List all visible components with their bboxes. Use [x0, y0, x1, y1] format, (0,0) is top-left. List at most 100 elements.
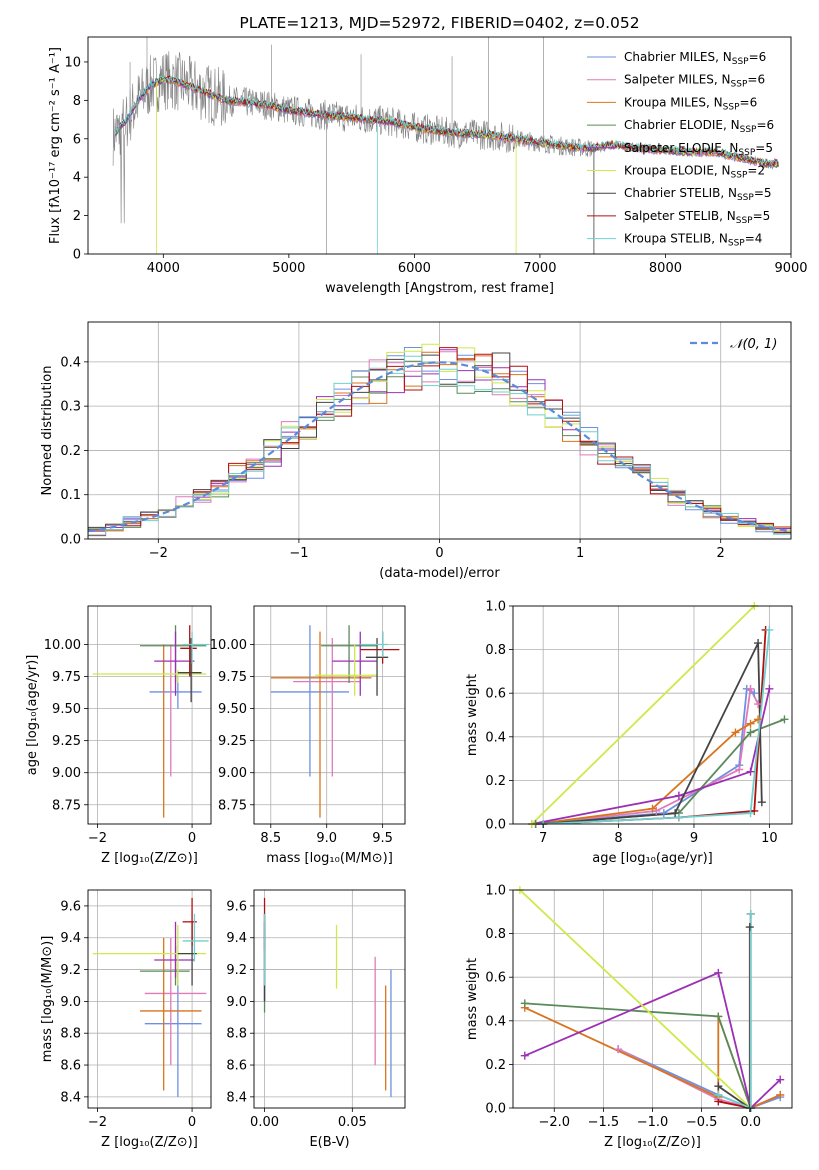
- axes-frame: [512, 605, 793, 825]
- marker-salpeter_elodie: [674, 791, 683, 800]
- series-salpeter_elodie: [524, 971, 781, 1108]
- marker-chabrier_stelib: [745, 923, 754, 932]
- marker-chabrier_elodie: [780, 715, 789, 724]
- y-tick-label: 0.6: [485, 687, 506, 702]
- legend-label: Salpeter MILES, NSSP=6: [624, 73, 765, 90]
- marker-chabrier_stelib: [757, 798, 766, 807]
- marker-chabrier_stelib: [671, 809, 680, 818]
- y-tick-label: 0.0: [60, 533, 81, 548]
- y-axis-label: mass [log₁₀(M/M⊙)]: [40, 936, 55, 1063]
- marker-salpeter_elodie: [776, 1075, 785, 1084]
- legend-label: Salpeter STELIB, NSSP=5: [624, 209, 770, 226]
- y-tick-label: 8.6: [226, 1059, 247, 1074]
- x-axis-label: E(B-V): [309, 1135, 349, 1150]
- series-chabrier_miles: [535, 687, 755, 824]
- marker-kroupa_stelib: [746, 909, 755, 918]
- y-tick-label: 0.2: [60, 444, 81, 459]
- x-tick-label: 0: [188, 831, 196, 846]
- x-tick-label: 0: [435, 546, 443, 561]
- legend-label: Salpeter ELODIE, NSSP=5: [624, 141, 773, 158]
- marker-chabrier_elodie: [520, 999, 529, 1008]
- series-salpeter_miles: [617, 1048, 781, 1108]
- panel-weight_vs_z: −2.0 −1.5 −1.0 −0.5 0.0 0.0 0.2 0.4 0.6 0.8 1.0 Z […: [465, 884, 793, 1150]
- y-tick-label: 1.0: [485, 600, 506, 615]
- marker-kroupa_miles: [648, 804, 657, 813]
- legend-label: Kroupa MILES, NSSP=6: [624, 95, 757, 112]
- series-kroupa_stelib: [717, 914, 752, 1108]
- x-axis-label: Z [log₁₀(Z/Z⊙)]: [101, 851, 198, 866]
- y-tick-label: 9.6: [60, 899, 81, 914]
- y-tick-label: 0.0: [485, 818, 506, 833]
- y-tick-label: 6: [73, 132, 81, 147]
- marker-salpeter_miles: [746, 684, 755, 693]
- y-tick-label: 9.75: [218, 670, 247, 685]
- x-tick-label: 8.5: [260, 831, 281, 846]
- x-axis-label: Z [log₁₀(Z/Z⊙)]: [604, 1135, 701, 1150]
- legend-label: Kroupa STELIB, NSSP=4: [624, 232, 762, 249]
- y-tick-label: 8: [73, 94, 81, 109]
- x-tick-label: 6000: [398, 261, 431, 276]
- x-tick-label: 1: [576, 546, 584, 561]
- marker-kroupa_stelib: [765, 625, 774, 634]
- marker-salpeter_miles: [754, 700, 763, 709]
- panel-weight_vs_age: 7 8 9 10 0.0 0.2 0.4 0.6 0.8 1.0 age [log₁₀(age/yr…: [465, 600, 793, 866]
- x-axis-label: wavelength [Angstrom, rest frame]: [325, 281, 554, 296]
- y-tick-label: 10.00: [44, 638, 81, 653]
- y-tick-label: 8.8: [60, 1027, 81, 1042]
- x-tick-label: −2: [149, 546, 168, 561]
- y-tick-label: 9.2: [226, 963, 247, 978]
- x-tick-label: −2: [88, 831, 107, 846]
- legend-label: Chabrier MILES, NSSP=6: [624, 50, 766, 67]
- y-axis-label: Flux [fλ10⁻¹⁷ erg cm⁻² s⁻¹ A⁻¹]: [48, 47, 63, 244]
- y-tick-label: 8.75: [52, 798, 81, 813]
- y-tick-label: 8.4: [226, 1090, 247, 1105]
- y-tick-label: 0.2: [485, 774, 506, 789]
- series-salpeter_stelib: [718, 914, 752, 1108]
- panel-age_vs_z: −2 0 8.75 9.00 9.25 9.50 9.75 10.00 Z [log₁₀(Z/Z…: [25, 605, 212, 866]
- x-tick-label: −2.0: [538, 1115, 570, 1130]
- plot-area-weight_vs_age: [513, 606, 792, 824]
- y-tick-label: 8.4: [60, 1090, 81, 1105]
- x-tick-label: 2: [717, 546, 725, 561]
- marker-salpeter_elodie: [714, 968, 723, 977]
- axes-frame: [253, 889, 406, 1109]
- panel-spectrum: Chabrier MILES, NSSP=6 Salpeter MILES, NS…: [48, 14, 808, 296]
- marker-salpeter_miles: [735, 765, 744, 774]
- y-tick-label: 8.8: [226, 1027, 247, 1042]
- series-chabrier_stelib: [543, 642, 763, 824]
- y-axis-label: Normed distribution: [40, 366, 55, 496]
- x-tick-label: 8000: [649, 261, 682, 276]
- marker-chabrier_stelib: [754, 639, 763, 648]
- plot-area-spectrum: [112, 37, 779, 254]
- y-tick-label: 9.0: [60, 995, 81, 1010]
- y-tick-label: 9.0: [226, 995, 247, 1010]
- x-tick-label: 0: [188, 1115, 196, 1130]
- y-tick-label: 1.0: [485, 884, 506, 899]
- y-tick-label: 0.4: [485, 730, 506, 745]
- panel-residuals: 𝒩(0, 1) −2 −1 0 1 2 0.0 0.1 0.2 0.3 0.4 (data-model…: [40, 321, 792, 581]
- x-tick-label: −1: [289, 546, 308, 561]
- series-salpeter_stelib: [543, 629, 767, 824]
- y-tick-label: 8.75: [218, 798, 247, 813]
- legend-label: Chabrier ELODIE, NSSP=6: [624, 118, 774, 135]
- y-tick-label: 10: [64, 55, 81, 70]
- series-salpeter_elodie: [531, 688, 771, 824]
- y-tick-label: 9.6: [226, 899, 247, 914]
- x-tick-label: 5000: [272, 261, 305, 276]
- x-tick-label: −0.5: [686, 1115, 718, 1130]
- marker-chabrier_elodie: [746, 728, 755, 737]
- y-tick-label: 0.6: [485, 971, 506, 986]
- y-tick-label: 9.4: [226, 931, 247, 946]
- marker-salpeter_elodie: [765, 684, 774, 693]
- x-tick-label: 0.0: [740, 1115, 761, 1130]
- x-axis-label: Z [log₁₀(Z/Z⊙)]: [101, 1135, 198, 1150]
- y-axis-label: mass weight: [465, 958, 480, 1040]
- y-axis-label: age [log₁₀(age/yr)]: [25, 655, 40, 776]
- marker-chabrier_miles: [659, 809, 668, 818]
- marker-kroupa_stelib: [674, 813, 683, 822]
- marker-kroupa_miles: [754, 715, 763, 724]
- plot-area-weight_vs_z: [513, 890, 792, 1108]
- histogram-salpeter_stelib: [88, 347, 791, 539]
